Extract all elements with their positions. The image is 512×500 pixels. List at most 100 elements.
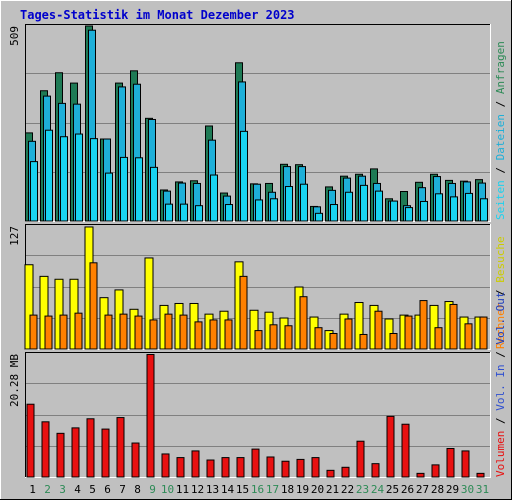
x-label-day-17: 17 (266, 483, 279, 496)
bar-rechner-day-17 (269, 324, 278, 350)
panel-visits: 127 (8, 224, 491, 350)
x-label-day-6: 6 (104, 483, 111, 496)
bar-seiten-day-29 (450, 196, 458, 222)
bar-seiten-day-22 (345, 191, 353, 222)
bar-rechner-day-5 (89, 262, 98, 350)
bar-volumen-day-19 (296, 458, 305, 478)
bar-seiten-day-6 (105, 172, 113, 222)
bar-volumen-day-5 (86, 418, 95, 478)
bar-seiten-day-7 (120, 156, 128, 222)
x-label-day-21: 21 (326, 483, 339, 496)
bar-besuche-day-1 (24, 264, 34, 350)
bar-rechner-day-16 (254, 330, 263, 350)
x-label-day-5: 5 (89, 483, 96, 496)
bar-volumen-day-28 (431, 464, 440, 478)
bar-volumen-day-8 (131, 442, 140, 478)
panel-requests: 509 (8, 24, 491, 222)
bar-rechner-day-20 (314, 327, 323, 350)
bar-volumen-day-17 (266, 456, 275, 478)
bar-seiten-day-4 (75, 133, 83, 222)
bar-seiten-day-9 (150, 166, 158, 222)
bar-rechner-day-26 (404, 315, 413, 350)
bar-rechner-day-30 (464, 323, 473, 350)
bar-volumen-day-2 (41, 421, 50, 478)
bar-seiten-day-3 (60, 136, 68, 222)
x-label-day-7: 7 (119, 483, 126, 496)
bar-seiten-day-27 (420, 200, 428, 222)
bar-seiten-day-31 (480, 198, 488, 222)
x-label-day-19: 19 (296, 483, 309, 496)
bar-besuche-day-23 (354, 302, 364, 350)
bar-rechner-day-9 (149, 319, 158, 350)
x-label-day-23: 23 (356, 483, 369, 496)
bar-volumen-day-27 (416, 472, 425, 478)
legend-separator: / (494, 160, 507, 180)
x-label-day-20: 20 (311, 483, 324, 496)
bar-seiten-day-8 (135, 157, 143, 222)
bar-volumen-day-30 (461, 450, 470, 478)
bar-volumen-day-25 (386, 415, 395, 478)
x-label-day-15: 15 (236, 483, 249, 496)
legend-bottom-panel: Volumen / Vol. In / Vol. Out (494, 292, 507, 477)
x-label-day-28: 28 (431, 483, 444, 496)
y-max-label-0: 509 (8, 26, 21, 46)
bar-rechner-day-28 (434, 327, 443, 350)
x-label-day-22: 22 (341, 483, 354, 496)
x-label-day-14: 14 (221, 483, 235, 496)
x-label-day-1: 1 (29, 483, 36, 496)
bar-rechner-day-2 (44, 315, 53, 350)
bar-seiten-day-18 (285, 186, 293, 222)
bar-seiten-day-17 (270, 198, 278, 222)
bar-rechner-day-23 (359, 333, 368, 350)
x-label-day-29: 29 (446, 483, 459, 496)
bar-besuche-day-9 (144, 257, 154, 350)
bar-rechner-day-10 (164, 313, 173, 350)
legend-dateien: Dateien (494, 114, 507, 160)
legend-vol-out: Vol. Out (494, 292, 507, 345)
x-label-day-9: 9 (149, 483, 156, 496)
x-label-day-2: 2 (44, 483, 51, 496)
bar-rechner-day-3 (59, 314, 68, 350)
bar-rechner-day-1 (29, 314, 38, 350)
x-label-day-8: 8 (134, 483, 141, 496)
bar-rechner-day-4 (74, 312, 83, 350)
x-label-day-4: 4 (74, 483, 81, 496)
bar-rechner-day-8 (134, 315, 143, 350)
bar-volumen-day-14 (221, 457, 230, 478)
legend-anfragen: Anfragen (494, 41, 507, 94)
legend-volumen: Volumen (494, 431, 507, 477)
bar-rechner-day-21 (329, 333, 338, 350)
y-max-label-1: 127 (8, 226, 21, 246)
bar-volumen-day-31 (476, 472, 485, 478)
bar-seiten-day-21 (330, 204, 338, 222)
legend-besuche: Besuche (494, 236, 507, 282)
x-label-day-12: 12 (191, 483, 204, 496)
bar-volumen-day-22 (341, 466, 350, 478)
bar-seiten-day-30 (465, 192, 473, 222)
bar-rechner-day-6 (104, 314, 113, 350)
bar-rechner-day-12 (194, 321, 203, 350)
bar-seiten-day-1 (30, 161, 38, 222)
bar-rechner-day-27 (419, 300, 428, 350)
bar-seiten-day-5 (90, 138, 98, 222)
bar-volumen-day-20 (311, 457, 320, 478)
bar-seiten-day-14 (225, 204, 233, 222)
x-label-day-10: 10 (161, 483, 174, 496)
bar-rechner-day-14 (224, 319, 233, 350)
bar-seiten-day-10 (165, 203, 173, 222)
bar-volumen-day-4 (71, 427, 80, 478)
bar-volumen-day-29 (446, 447, 455, 478)
bar-volumen-day-10 (161, 453, 170, 478)
bar-besuche-day-16 (249, 309, 259, 350)
bar-rechner-day-11 (179, 314, 188, 350)
bar-volumen-day-7 (116, 417, 125, 478)
legend-separator: / (494, 345, 507, 365)
bar-rechner-day-19 (299, 296, 308, 350)
bar-volumen-day-12 (191, 450, 200, 478)
bar-rechner-day-22 (344, 318, 353, 350)
bar-volumen-day-16 (251, 448, 260, 478)
bar-volumen-day-1 (26, 403, 35, 478)
bar-volumen-day-26 (401, 423, 410, 478)
bar-volumen-day-3 (56, 432, 65, 478)
bar-besuche-day-2 (39, 275, 49, 350)
